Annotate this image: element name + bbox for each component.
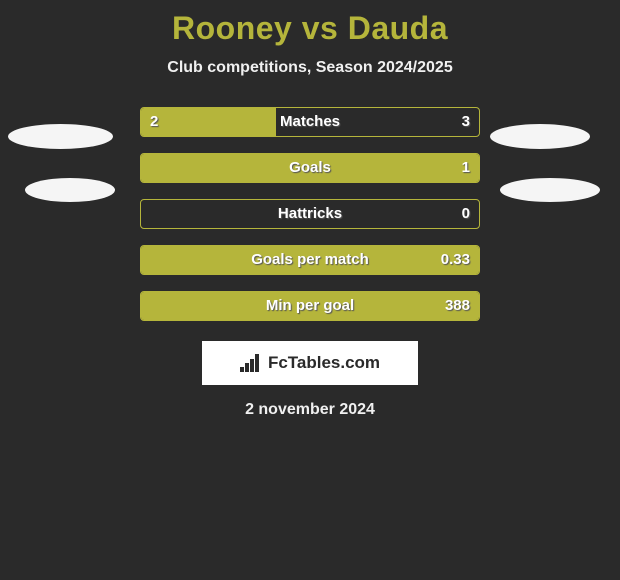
page-subtitle: Club competitions, Season 2024/2025: [0, 59, 620, 77]
ellipse-shape: [8, 124, 113, 149]
ellipse-shape: [490, 124, 590, 149]
brand-bar-icon: [240, 354, 262, 372]
stat-row: 0Hattricks: [0, 199, 620, 229]
stat-row: 388Min per goal: [0, 291, 620, 321]
footer-date: 2 november 2024: [0, 401, 620, 419]
brand-bar: [240, 367, 244, 372]
page-title: Rooney vs Dauda: [0, 0, 620, 47]
brand-text: FcTables.com: [268, 353, 380, 373]
ellipse-shape: [25, 178, 115, 202]
stat-label: Goals per match: [140, 245, 480, 275]
stat-label: Hattricks: [140, 199, 480, 229]
stat-row: 0.33Goals per match: [0, 245, 620, 275]
brand-bar: [255, 354, 259, 372]
ellipse-shape: [500, 178, 600, 202]
brand-bar: [245, 363, 249, 372]
stat-label: Matches: [140, 107, 480, 137]
brand-box: FcTables.com: [202, 341, 418, 385]
brand-bar: [250, 359, 254, 372]
stat-label: Goals: [140, 153, 480, 183]
stat-label: Min per goal: [140, 291, 480, 321]
